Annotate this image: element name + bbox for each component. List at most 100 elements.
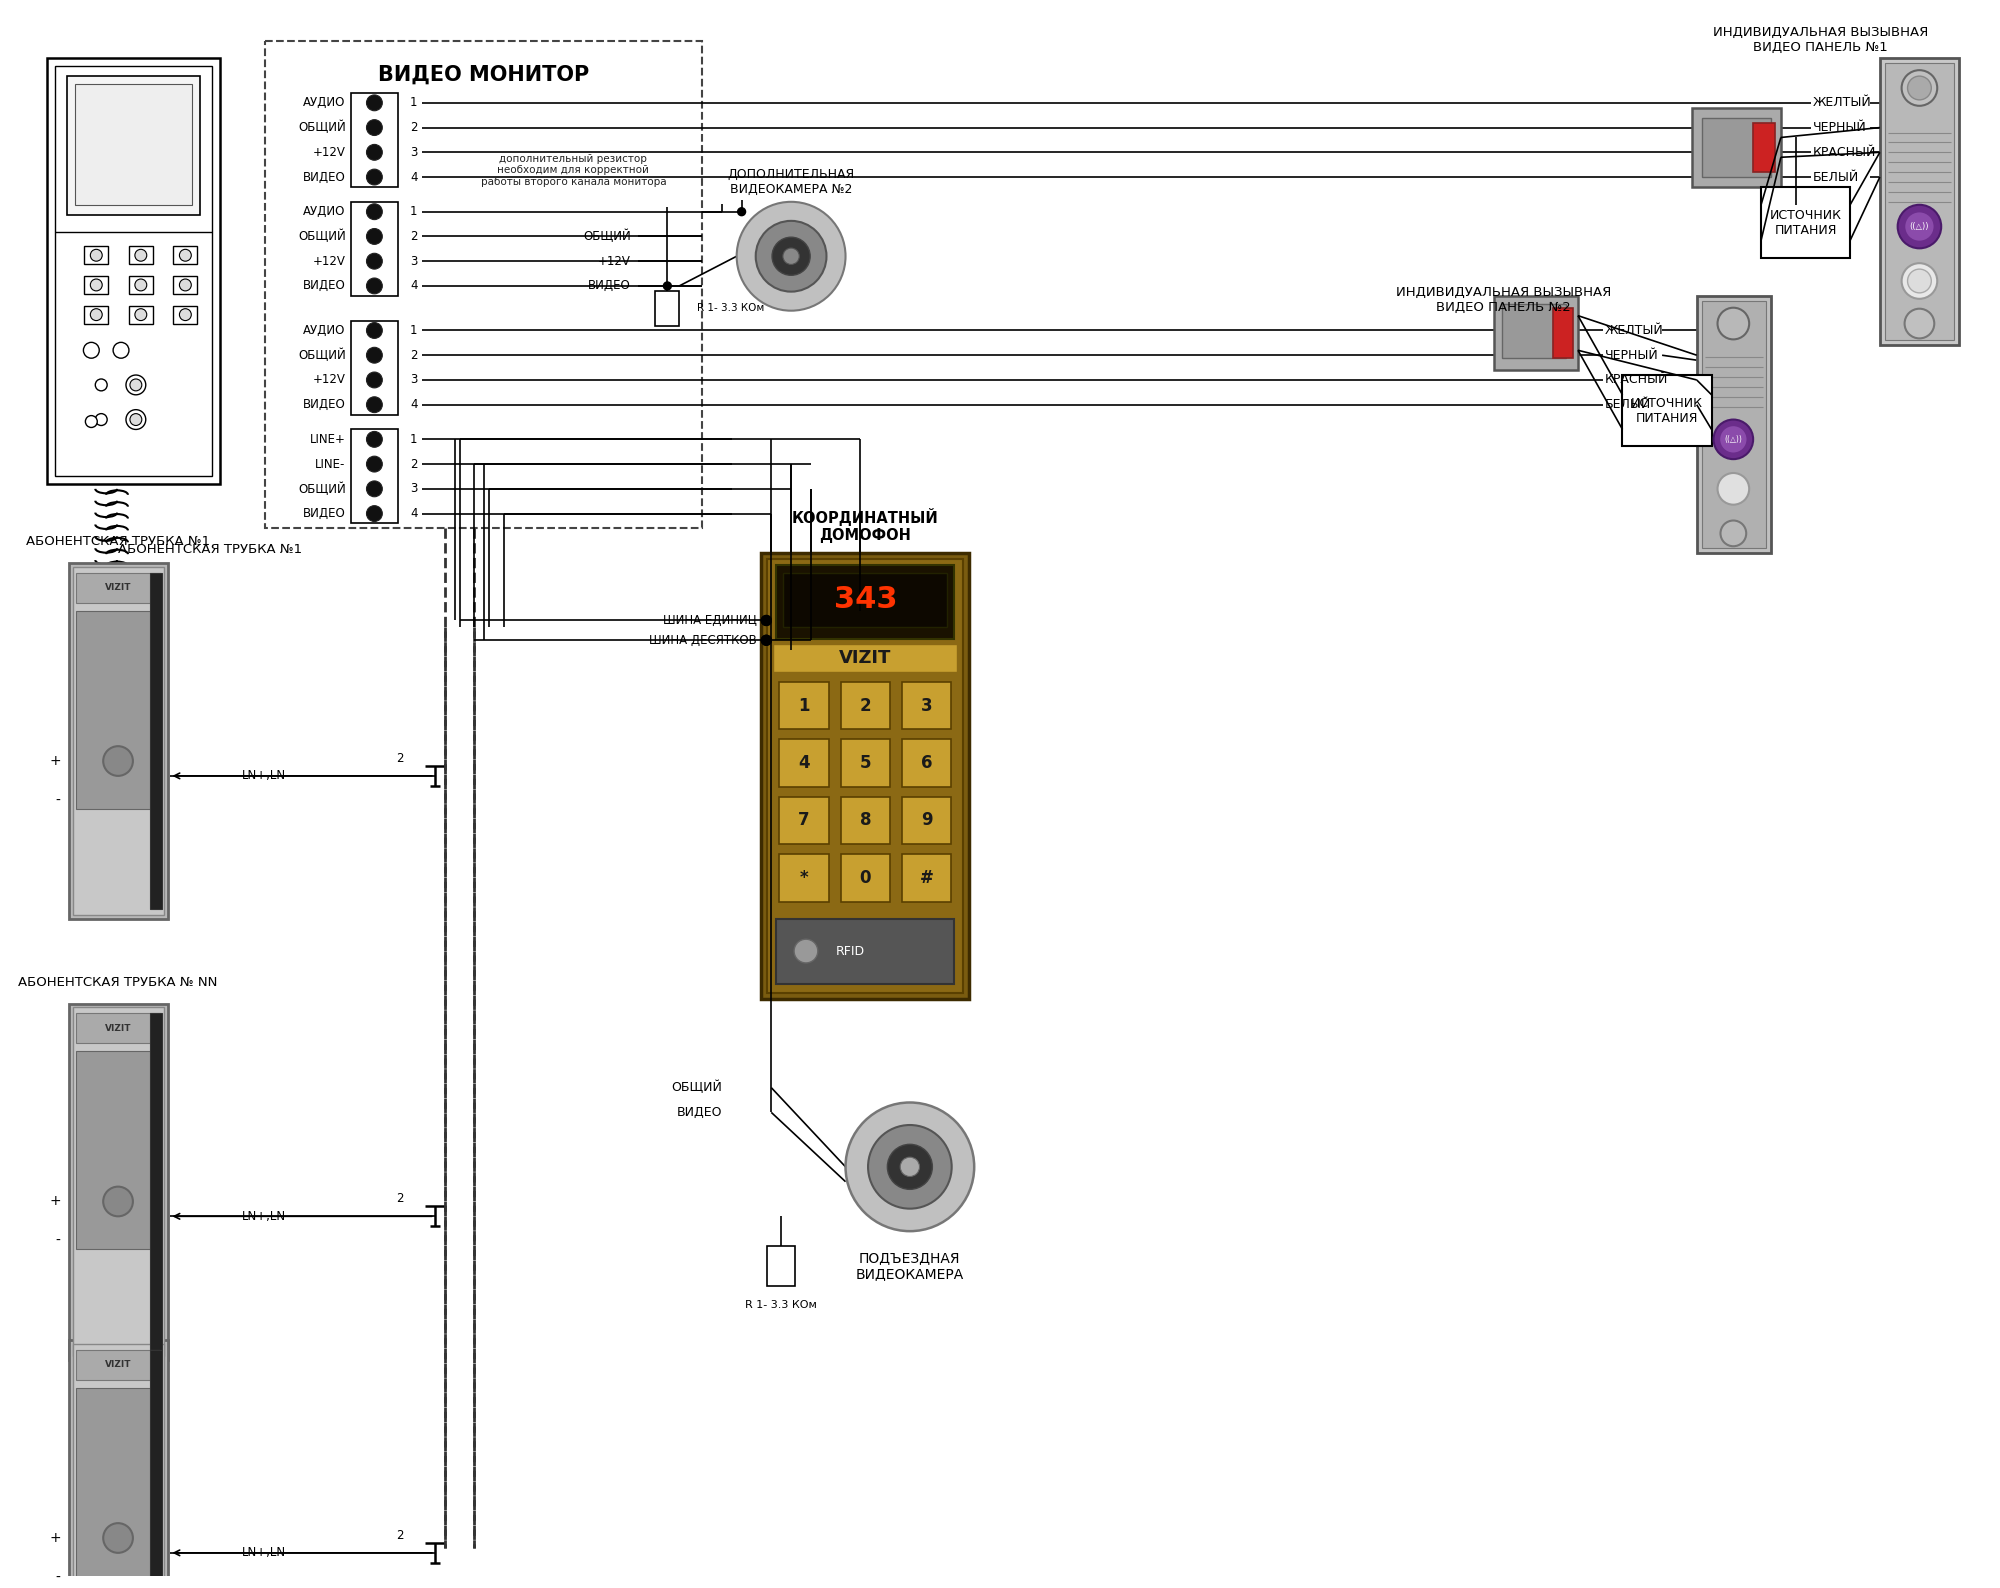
Bar (350, 321, 398, 414)
Bar (76, 1350, 160, 1380)
Text: ИНДИВИДУАЛЬНАЯ ВЫЗЫВНАЯ
ВИДЕО ПАНЕЛЬ №1: ИНДИВИДУАЛЬНАЯ ВЫЗЫВНАЯ ВИДЕО ПАНЕЛЬ №1 (1712, 25, 1928, 54)
Circle shape (762, 635, 772, 645)
Text: LINE-: LINE- (316, 457, 346, 470)
Text: АУДИО: АУДИО (304, 205, 346, 218)
Circle shape (782, 248, 800, 265)
Text: ВИДЕО: ВИДЕО (302, 279, 346, 292)
Circle shape (180, 249, 192, 260)
Text: -: - (56, 794, 60, 808)
Bar (150, 1350, 162, 1588)
Circle shape (86, 416, 98, 427)
Text: 3: 3 (410, 146, 418, 159)
Text: 8: 8 (860, 811, 872, 829)
Circle shape (846, 1102, 974, 1231)
Text: +: + (50, 754, 60, 769)
Text: ((△)): ((△)) (1724, 435, 1742, 445)
Bar (76, 1388, 160, 1585)
Text: 5: 5 (860, 754, 872, 772)
Text: 2: 2 (396, 1529, 404, 1542)
Text: ОБЩИЙ: ОБЩИЙ (298, 348, 346, 362)
Text: КРАСНЫЙ: КРАСНЫЙ (1604, 373, 1668, 386)
Text: ЧЕРНЫЙ: ЧЕРНЫЙ (1812, 121, 1866, 133)
Text: ИНДИВИДУАЛЬНАЯ ВЫЗЫВНАЯ
ВИДЕО ПАНЕЛЬ №2: ИНДИВИДУАЛЬНАЯ ВЫЗЫВНАЯ ВИДЕО ПАНЕЛЬ №2 (1396, 286, 1612, 314)
Text: 2: 2 (410, 230, 418, 243)
Circle shape (1908, 76, 1932, 100)
Circle shape (366, 95, 382, 111)
Circle shape (180, 308, 192, 321)
Bar (768, 1247, 796, 1286)
Circle shape (1720, 521, 1746, 546)
Bar (68, 1340, 168, 1588)
Text: +12V: +12V (312, 146, 346, 159)
Bar (840, 797, 890, 845)
Circle shape (762, 616, 772, 626)
Circle shape (1718, 308, 1750, 340)
Bar (1702, 300, 1766, 548)
Text: ИСТОЧНИК
ПИТАНИЯ: ИСТОЧНИК ПИТАНИЯ (1632, 397, 1704, 424)
Bar (1762, 187, 1850, 259)
Circle shape (126, 410, 146, 429)
Circle shape (90, 308, 102, 321)
Text: 2: 2 (396, 751, 404, 764)
Text: ШИНА ЕДИНИЦ: ШИНА ЕДИНИЦ (662, 615, 756, 627)
Text: +: + (50, 1531, 60, 1545)
Text: АБОНЕНТСКАЯ ТРУБКА №1: АБОНЕНТСКАЯ ТРУБКА №1 (118, 543, 302, 556)
Bar (128, 246, 152, 264)
Circle shape (762, 635, 772, 645)
Circle shape (1904, 211, 1934, 241)
Bar (76, 1051, 160, 1250)
Circle shape (366, 145, 382, 160)
Bar (150, 1013, 162, 1350)
Circle shape (366, 348, 382, 364)
Text: ШИНА ДЕСЯТКОВ: ШИНА ДЕСЯТКОВ (648, 634, 756, 646)
Circle shape (1714, 419, 1754, 459)
Text: 1: 1 (410, 324, 418, 337)
Text: 7: 7 (798, 811, 810, 829)
Circle shape (366, 229, 382, 245)
Circle shape (1908, 268, 1932, 292)
Bar (72, 567, 164, 915)
Bar (150, 573, 162, 910)
Text: ОБЩИЙ: ОБЩИЙ (584, 230, 630, 243)
Bar (902, 740, 952, 786)
Text: RFID: RFID (836, 945, 864, 958)
Bar (762, 553, 970, 999)
Bar (350, 94, 398, 187)
Bar (1502, 303, 1566, 359)
Circle shape (134, 279, 146, 291)
Text: 2: 2 (396, 1193, 404, 1205)
Text: +: + (50, 1194, 60, 1208)
Text: VIZIT: VIZIT (104, 583, 132, 592)
Text: 4: 4 (798, 754, 810, 772)
Bar (840, 681, 890, 729)
Circle shape (366, 252, 382, 268)
Bar (66, 76, 200, 214)
Text: 3: 3 (410, 483, 418, 495)
Circle shape (366, 505, 382, 521)
Circle shape (900, 1158, 920, 1177)
Circle shape (1718, 473, 1750, 505)
Circle shape (1902, 264, 1938, 299)
Text: #: # (920, 869, 934, 886)
Circle shape (114, 343, 128, 359)
Bar (780, 740, 828, 786)
Bar (174, 276, 198, 294)
Bar (74, 84, 192, 205)
Text: БЕЛЫЙ: БЕЛЫЙ (1812, 170, 1858, 184)
Text: 1: 1 (410, 434, 418, 446)
Text: VIZIT: VIZIT (104, 1024, 132, 1032)
Text: R 1- 3.3 КОм: R 1- 3.3 КОм (698, 303, 764, 313)
Text: +12V: +12V (312, 373, 346, 386)
Circle shape (736, 202, 846, 311)
Text: ОБЩИЙ: ОБЩИЙ (670, 1081, 722, 1094)
Circle shape (134, 249, 146, 260)
Circle shape (794, 939, 818, 962)
Circle shape (738, 208, 746, 216)
Text: 2: 2 (410, 121, 418, 133)
Text: *: * (800, 869, 808, 886)
Bar (174, 306, 198, 324)
Circle shape (366, 170, 382, 184)
Bar (54, 67, 212, 476)
Text: 2: 2 (410, 349, 418, 362)
Text: КООРДИНАТНЫЙ
ДОМОФОН: КООРДИНАТНЫЙ ДОМОФОН (792, 508, 938, 543)
